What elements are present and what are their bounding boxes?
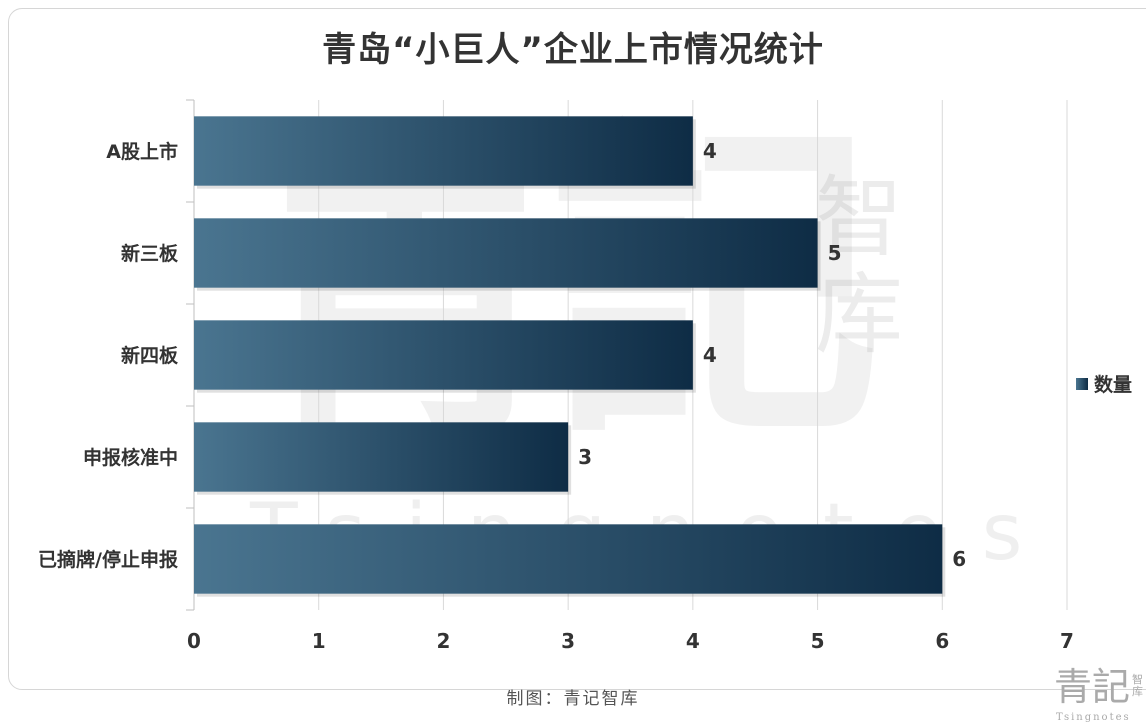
bar	[194, 218, 818, 288]
x-tick-label: 4	[686, 629, 700, 653]
x-tick-label: 5	[811, 629, 825, 653]
data-label: 5	[828, 241, 842, 265]
data-label: 4	[703, 343, 717, 367]
chart-title: 青岛“小巨人”企业上市情况统计	[322, 30, 824, 70]
x-tick-label: 7	[1060, 629, 1074, 653]
bar	[194, 422, 569, 492]
footer-credit: 制图：青记智库	[506, 689, 640, 709]
brand-logo: 青記 智库 Tsingnotes	[1054, 668, 1146, 724]
category-label: 已摘牌/停止申报	[38, 548, 178, 571]
category-label: 申报核准中	[83, 446, 178, 469]
logo-main-text: 青記	[1054, 665, 1131, 709]
category-label: 新三板	[121, 242, 179, 265]
category-label: 新四板	[121, 344, 179, 367]
legend: 数量	[1076, 370, 1132, 397]
category-label: A股上市	[106, 140, 178, 163]
x-tick-label: 6	[935, 629, 949, 653]
logo-small-text: 智库	[1132, 673, 1143, 699]
legend-swatch	[1076, 377, 1088, 390]
x-tick-label: 3	[561, 629, 575, 653]
data-label: 4	[703, 139, 717, 163]
x-tick-label: 0	[187, 629, 201, 653]
bar	[194, 524, 943, 594]
x-tick-label: 2	[436, 629, 450, 653]
data-label: 3	[578, 445, 592, 469]
bar-chart: 0 1 2 3 4 5 6 7 4 A股上市 5 新三板 4 新四板 3 申报核准中 6 已摘牌/停止申报	[38, 99, 1074, 653]
bar	[194, 116, 693, 186]
x-tick-label: 1	[312, 629, 326, 653]
logo-latin-text: Tsingnotes	[1056, 712, 1131, 723]
legend-label: 数量	[1094, 374, 1133, 396]
data-label: 6	[952, 547, 966, 571]
bar	[194, 320, 693, 390]
